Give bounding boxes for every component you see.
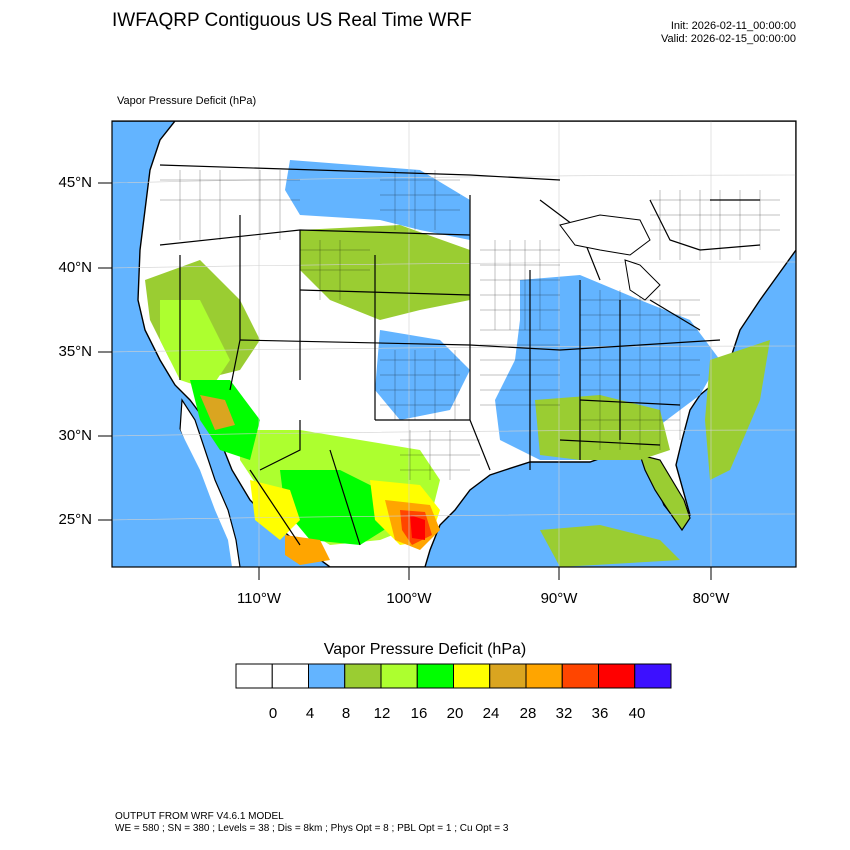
colorbar-label: 28: [519, 705, 537, 722]
colorbar-swatch: [561, 663, 599, 689]
colorbar-label: 4: [305, 705, 315, 722]
colorbar-swatch: [235, 663, 273, 689]
lat-label-25: 25°N: [58, 511, 92, 528]
lon-label-110w: 110°W: [236, 590, 282, 607]
colorbar-label: 0: [268, 705, 278, 722]
colorbar-swatch: [308, 663, 346, 689]
colorbar-label: 12: [373, 705, 391, 722]
lon-label-90w: 90°W: [540, 590, 578, 607]
colorbar-title: Vapor Pressure Deficit (hPa): [323, 641, 527, 658]
colorbar-swatch: [453, 663, 491, 689]
colorbar-swatch: [598, 663, 636, 689]
init-time: Init: 2026-02-11_00:00:00: [670, 20, 796, 32]
colorbar-label: 20: [446, 705, 464, 722]
colorbar-label: 40: [628, 705, 646, 722]
lon-label-80w: 80°W: [692, 590, 730, 607]
plot-title: IWFAQRP Contiguous US Real Time WRF: [112, 10, 472, 31]
colorbar-swatch: [380, 663, 418, 689]
colorbar-swatch: [634, 663, 672, 689]
colorbar-swatch: [416, 663, 454, 689]
lat-label-30: 30°N: [58, 427, 92, 444]
lat-label-40: 40°N: [58, 259, 92, 276]
colorbar: [235, 663, 672, 689]
colorbar-swatch: [344, 663, 382, 689]
colorbar-label: 8: [341, 705, 351, 722]
field-label: Vapor Pressure Deficit (hPa): [117, 95, 257, 107]
colorbar-swatch: [525, 663, 563, 689]
lat-label-35: 35°N: [58, 343, 92, 360]
great-lakes: [559, 214, 661, 301]
colorbar-swatch: [271, 663, 309, 689]
lon-label-100w: 100°W: [386, 590, 432, 607]
valid-time: Valid: 2026-02-15_00:00:00: [661, 33, 796, 45]
colorbar-label: 32: [555, 705, 573, 722]
colorbar-label: 24: [482, 705, 500, 722]
county-lines: [160, 170, 780, 480]
lat-label-45: 45°N: [58, 174, 92, 191]
colorbar-label: 16: [410, 705, 428, 722]
axis-ticks: [98, 182, 712, 580]
footer-settings: WE = 580 ; SN = 380 ; Levels = 38 ; Dis …: [115, 823, 509, 834]
colorbar-swatch: [489, 663, 527, 689]
map-plot-area: [112, 121, 796, 567]
florida: [639, 454, 691, 532]
colorbar-label: 36: [591, 705, 609, 722]
map-frame: [111, 120, 797, 568]
graticule: [112, 121, 796, 567]
footer-model: OUTPUT FROM WRF V4.6.1 MODEL: [115, 811, 284, 822]
